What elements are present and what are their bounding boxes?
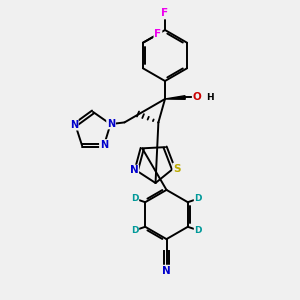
Text: H: H bbox=[206, 93, 214, 102]
Text: D: D bbox=[195, 194, 202, 203]
Polygon shape bbox=[165, 96, 185, 99]
Text: D: D bbox=[131, 194, 138, 203]
Text: F: F bbox=[154, 29, 161, 39]
Text: D: D bbox=[195, 226, 202, 235]
Text: D: D bbox=[131, 226, 138, 235]
Text: F: F bbox=[161, 8, 169, 19]
Text: N: N bbox=[100, 140, 108, 150]
Text: N: N bbox=[107, 118, 115, 128]
Text: O: O bbox=[193, 92, 202, 102]
Text: N: N bbox=[70, 120, 78, 130]
Text: N: N bbox=[130, 166, 138, 176]
Text: N: N bbox=[162, 266, 171, 276]
Text: S: S bbox=[173, 164, 181, 173]
